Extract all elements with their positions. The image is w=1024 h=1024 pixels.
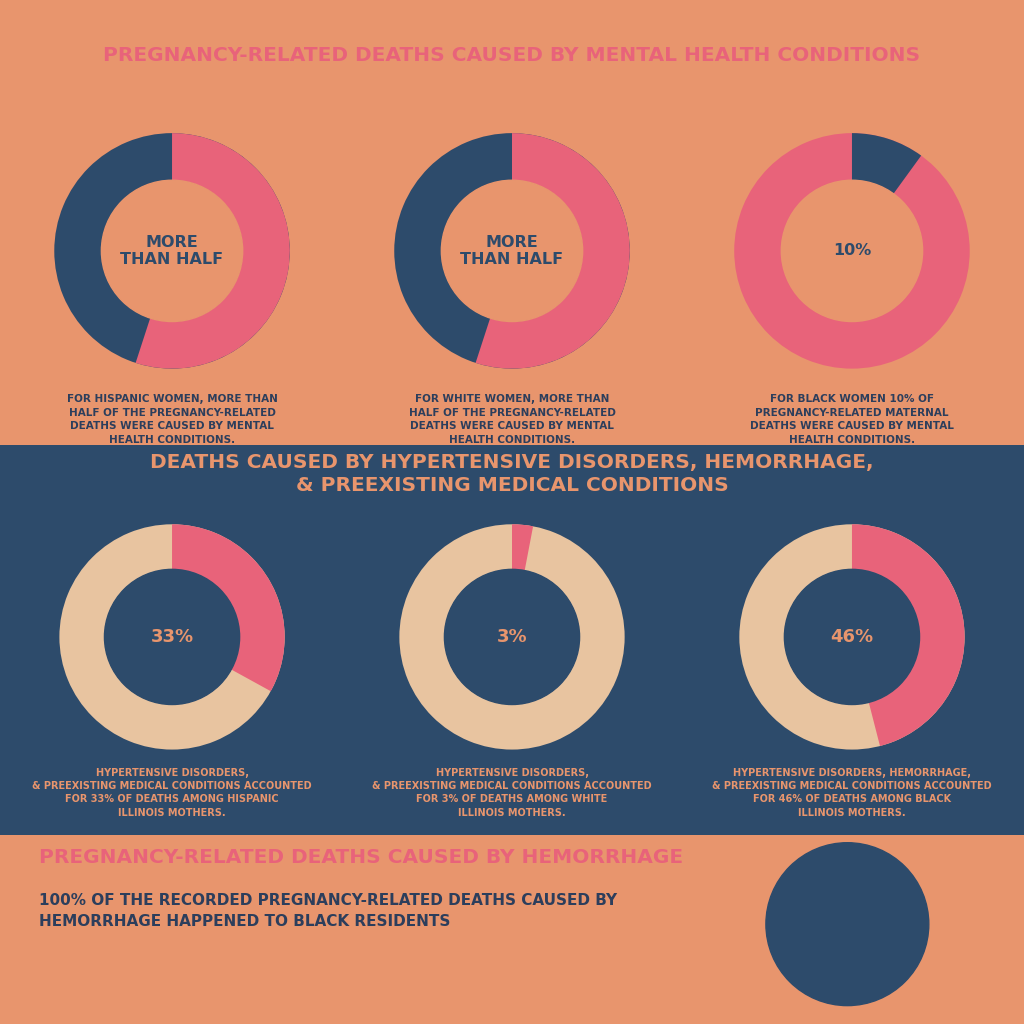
Wedge shape bbox=[852, 133, 922, 194]
Text: FOR WHITE WOMEN, MORE THAN
HALF OF THE PREGNANCY-RELATED
DEATHS WERE CAUSED BY M: FOR WHITE WOMEN, MORE THAN HALF OF THE P… bbox=[409, 394, 615, 445]
Text: FOR BLACK WOMEN 10% OF
PREGNANCY-RELATED MATERNAL
DEATHS WERE CAUSED BY MENTAL
H: FOR BLACK WOMEN 10% OF PREGNANCY-RELATED… bbox=[750, 394, 954, 445]
Text: MORE
THAN HALF: MORE THAN HALF bbox=[121, 234, 223, 267]
Text: 3%: 3% bbox=[497, 628, 527, 646]
Circle shape bbox=[781, 180, 923, 322]
Text: HYPERTENSIVE DISORDERS,
& PREEXISTING MEDICAL CONDITIONS ACCOUNTED
FOR 3% OF DEA: HYPERTENSIVE DISORDERS, & PREEXISTING ME… bbox=[372, 768, 652, 817]
Text: 100% OF THE RECORDED PREGNANCY-RELATED DEATHS CAUSED BY
HEMORRHAGE HAPPENED TO B: 100% OF THE RECORDED PREGNANCY-RELATED D… bbox=[39, 893, 617, 929]
Wedge shape bbox=[394, 133, 630, 369]
Wedge shape bbox=[399, 524, 625, 750]
Circle shape bbox=[784, 569, 920, 705]
Wedge shape bbox=[739, 524, 965, 750]
Wedge shape bbox=[852, 524, 965, 746]
Text: PREGNANCY-RELATED DEATHS CAUSED BY MENTAL HEALTH CONDITIONS: PREGNANCY-RELATED DEATHS CAUSED BY MENTA… bbox=[103, 46, 921, 66]
Circle shape bbox=[444, 569, 580, 705]
Wedge shape bbox=[54, 133, 290, 369]
Text: FOR HISPANIC WOMEN, MORE THAN
HALF OF THE PREGNANCY-RELATED
DEATHS WERE CAUSED B: FOR HISPANIC WOMEN, MORE THAN HALF OF TH… bbox=[67, 394, 278, 445]
Text: 33%: 33% bbox=[151, 628, 194, 646]
Text: 10%: 10% bbox=[833, 244, 871, 258]
Text: PREGNANCY-RELATED DEATHS CAUSED BY HEMORRHAGE: PREGNANCY-RELATED DEATHS CAUSED BY HEMOR… bbox=[39, 848, 683, 867]
Text: MORE
THAN HALF: MORE THAN HALF bbox=[461, 234, 563, 267]
Wedge shape bbox=[734, 133, 970, 369]
Text: 46%: 46% bbox=[830, 628, 873, 646]
Wedge shape bbox=[475, 133, 630, 369]
Wedge shape bbox=[512, 524, 534, 570]
Text: HYPERTENSIVE DISORDERS,
& PREEXISTING MEDICAL CONDITIONS ACCOUNTED
FOR 33% OF DE: HYPERTENSIVE DISORDERS, & PREEXISTING ME… bbox=[32, 768, 312, 817]
Text: DEATHS CAUSED BY HYPERTENSIVE DISORDERS, HEMORRHAGE,
& PREEXISTING MEDICAL CONDI: DEATHS CAUSED BY HYPERTENSIVE DISORDERS,… bbox=[151, 453, 873, 496]
Circle shape bbox=[101, 180, 243, 322]
Circle shape bbox=[766, 843, 929, 1006]
Circle shape bbox=[441, 180, 583, 322]
Wedge shape bbox=[135, 133, 290, 369]
Text: HYPERTENSIVE DISORDERS, HEMORRHAGE,
& PREEXISTING MEDICAL CONDITIONS ACCOUNTED
F: HYPERTENSIVE DISORDERS, HEMORRHAGE, & PR… bbox=[712, 768, 992, 817]
Wedge shape bbox=[172, 524, 285, 691]
Circle shape bbox=[104, 569, 240, 705]
Wedge shape bbox=[59, 524, 285, 750]
